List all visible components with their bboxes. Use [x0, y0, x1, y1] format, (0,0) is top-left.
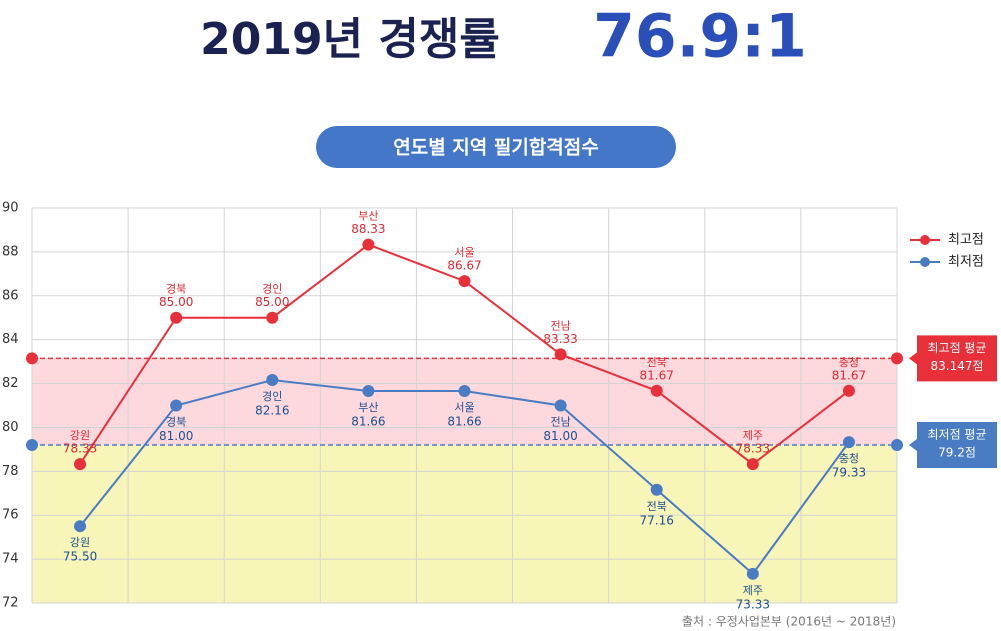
chart-title: 2019년 경쟁률 [200, 14, 500, 65]
point-category: 전남 [550, 416, 570, 429]
legend-label: 최저점 [948, 255, 984, 270]
point-category: 충청 [839, 452, 859, 465]
point [650, 483, 663, 496]
band-low [32, 445, 897, 603]
data-label: 81.67 [832, 368, 866, 382]
point-category: 전북 [647, 500, 667, 513]
y-tick-label: 80 [2, 420, 19, 435]
point [362, 238, 375, 251]
legend-label: 최고점 [948, 233, 984, 248]
y-tick-label: 90 [2, 201, 19, 216]
reference-label: 최고점 평균 [927, 341, 986, 355]
point [170, 399, 183, 412]
point-category: 강원 [70, 429, 90, 442]
data-label: 78.33 [63, 442, 97, 456]
point-category: 제주 [743, 584, 763, 597]
y-tick-label: 82 [2, 376, 19, 391]
data-label: 86.67 [447, 259, 481, 273]
subtitle: 연도별 지역 필기합격점수 [393, 137, 599, 159]
point [74, 520, 87, 533]
point-category: 경북 [166, 283, 186, 296]
reference-dot [26, 352, 38, 365]
point [842, 436, 855, 449]
data-label: 81.00 [543, 429, 577, 443]
reference-value: 79.2점 [938, 446, 976, 460]
y-tick-label: 78 [2, 464, 19, 479]
y-tick-label: 72 [2, 596, 19, 611]
reference-dot [891, 352, 903, 365]
data-label: 81.67 [640, 368, 674, 382]
point-category: 부산 [358, 401, 378, 414]
data-label: 77.16 [640, 513, 674, 527]
point-category: 전북 [647, 356, 667, 369]
data-label: 81.66 [447, 415, 481, 429]
point [746, 567, 759, 580]
reference-value: 83.147점 [930, 359, 983, 373]
point [458, 385, 471, 398]
reference-label: 최저점 평균 [927, 428, 986, 442]
point-category: 경북 [166, 416, 186, 429]
point [362, 385, 375, 398]
point [170, 311, 183, 324]
point [74, 458, 87, 471]
data-label: 79.33 [832, 466, 866, 480]
data-label: 85.00 [159, 295, 193, 309]
reference-dot [26, 439, 38, 451]
data-label: 73.33 [736, 597, 770, 611]
reference-tag [909, 422, 997, 468]
point [458, 275, 471, 288]
data-label: 88.33 [351, 222, 385, 236]
point-category: 강원 [70, 536, 90, 549]
point-category: 충청 [839, 356, 859, 369]
data-label: 81.00 [159, 429, 193, 443]
y-tick-label: 86 [2, 288, 19, 303]
subtitle-pill [316, 126, 676, 168]
point [554, 348, 567, 361]
point [650, 384, 663, 397]
data-label: 81.66 [351, 415, 385, 429]
data-label: 82.16 [255, 404, 289, 418]
source: 출처 : 우정사업본부 (2016년 ~ 2018년) [682, 615, 896, 629]
point [266, 311, 279, 324]
point-category: 서울 [454, 401, 474, 414]
data-label: 85.00 [255, 295, 289, 309]
point [842, 384, 855, 397]
y-tick-label: 84 [2, 332, 19, 347]
point [554, 399, 567, 412]
reference-dot [891, 439, 903, 451]
point-category: 제주 [743, 429, 763, 442]
point-category: 서울 [454, 246, 474, 259]
legend-dot [920, 235, 930, 245]
point [746, 458, 759, 471]
legend-dot [920, 257, 930, 267]
data-label: 78.33 [736, 442, 770, 456]
point-category: 경인 [262, 390, 282, 403]
reference-tag [909, 335, 997, 382]
y-tick-label: 74 [2, 552, 19, 567]
y-tick-label: 88 [2, 244, 19, 259]
data-label: 83.33 [543, 332, 577, 346]
point-category: 경인 [262, 283, 282, 296]
point-category: 부산 [358, 210, 378, 223]
data-label: 75.50 [63, 550, 97, 564]
point-category: 전남 [550, 319, 570, 332]
point [266, 374, 279, 387]
y-tick-label: 76 [2, 508, 19, 523]
chart-title-highlight: 76.9:1 [593, 2, 807, 72]
